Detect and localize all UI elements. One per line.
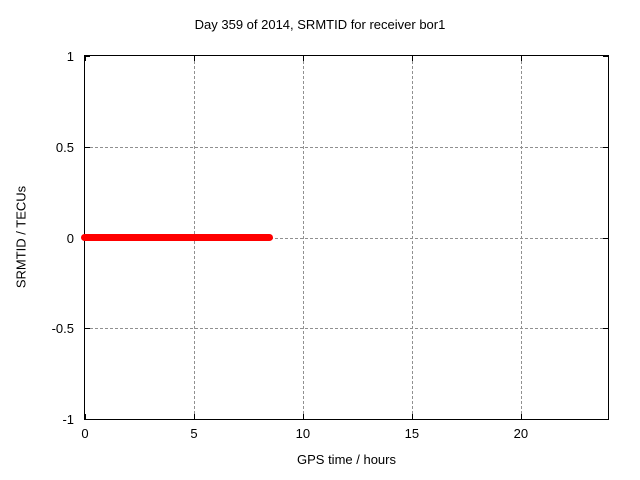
- x-tick-mark: [193, 414, 195, 419]
- x-tick-mark: [411, 414, 413, 419]
- y-tick-label: 0.5: [55, 139, 74, 155]
- gridline-y-0.5: [85, 146, 608, 148]
- y-tick-label: 1: [66, 49, 74, 64]
- y-tick-label: -1: [62, 412, 74, 427]
- chart-title: Day 359 of 2014, SRMTID for receiver bor…: [194, 17, 446, 32]
- x-tick-label: 5: [190, 426, 198, 441]
- x-tick-label: 0: [81, 426, 89, 441]
- y-tick-mark: [85, 419, 90, 420]
- y-tick-mark: [85, 56, 90, 57]
- gridline-y--0.5: [85, 328, 608, 330]
- x-tick-mark: [520, 56, 522, 61]
- x-tick-label: 20: [513, 426, 529, 441]
- x-tick-label: 15: [404, 426, 420, 441]
- x-tick-mark: [411, 56, 413, 61]
- plot-area: [81, 55, 609, 420]
- x-tick-mark: [85, 56, 86, 61]
- y-tick-mark: [85, 328, 90, 330]
- y-tick-mark: [603, 328, 608, 330]
- x-axis-label: GPS time / hours: [297, 452, 396, 467]
- y-tick-mark: [603, 56, 608, 57]
- series-line-srmtid: [81, 234, 274, 241]
- gridline-y-0: [85, 237, 608, 239]
- x-tick-mark: [520, 414, 522, 419]
- x-tick-mark: [85, 414, 86, 419]
- y-tick-label: -0.5: [51, 321, 74, 337]
- y-tick-mark: [603, 237, 608, 239]
- y-tick-mark: [603, 419, 608, 420]
- y-tick-mark: [85, 146, 90, 148]
- x-tick-mark: [193, 56, 195, 61]
- y-tick-mark: [603, 146, 608, 148]
- x-tick-label: 10: [295, 426, 311, 441]
- x-tick-mark: [302, 56, 304, 61]
- x-tick-mark: [302, 414, 304, 419]
- y-tick-label: 0: [66, 230, 74, 246]
